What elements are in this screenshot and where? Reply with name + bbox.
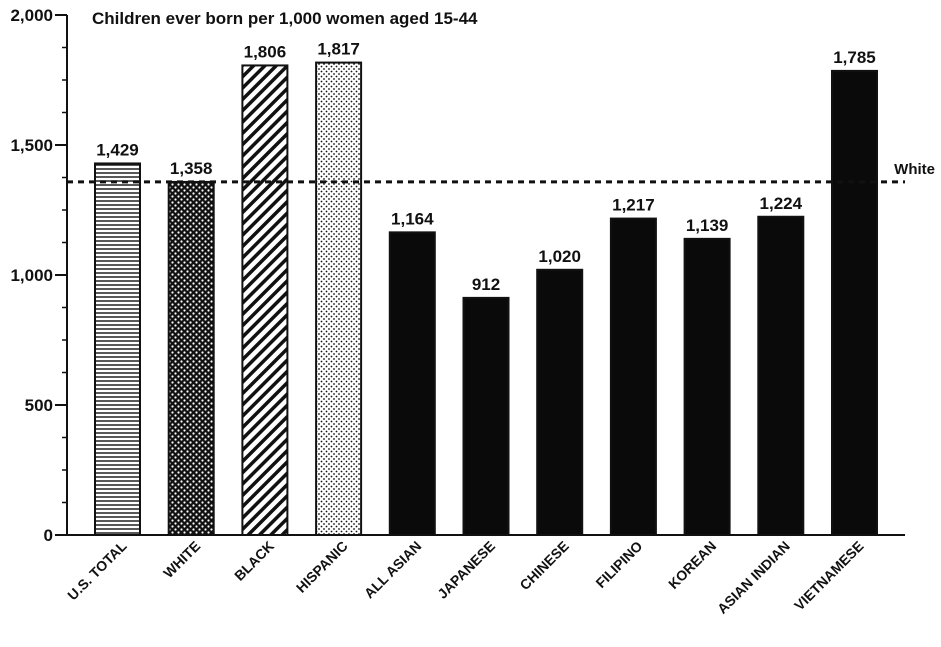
y-tick-label: 2,000	[10, 6, 53, 25]
x-label-asian-indian: ASIAN INDIAN	[714, 538, 793, 617]
x-label-hispanic: HISPANIC	[293, 538, 351, 596]
value-label-all-asian: 1,164	[391, 209, 434, 228]
y-tick-label: 1,000	[10, 266, 53, 285]
value-label-u-s-total: 1,429	[96, 140, 139, 159]
bar-white	[167, 180, 215, 536]
x-label-all-asian: ALL ASIAN	[361, 538, 425, 602]
y-tick-label: 1,500	[10, 136, 53, 155]
bar-korean	[683, 237, 731, 537]
value-label-korean: 1,139	[686, 216, 729, 235]
bar-u-s-total	[94, 162, 141, 537]
x-label-chinese: CHINESE	[517, 538, 572, 593]
reference-line-label: White	[894, 161, 935, 178]
reference-line-group: White	[67, 161, 935, 184]
chart-title: Children ever born per 1,000 women aged …	[92, 9, 478, 28]
value-label-filipino: 1,217	[612, 196, 655, 215]
y-tick-label: 500	[25, 396, 53, 415]
x-label-black: BLACK	[231, 538, 277, 584]
x-label-vietnamese: VIETNAMESE	[791, 538, 867, 614]
x-label-white: WHITE	[160, 538, 203, 581]
bars	[94, 61, 878, 537]
x-label-japanese: JAPANESE	[434, 538, 498, 602]
value-label-white: 1,358	[170, 159, 213, 178]
value-label-hispanic: 1,817	[317, 40, 360, 59]
value-labels: 1,429 1,358 1,806 1,817 1,164 912 1,020 1,217 1,…	[96, 40, 876, 294]
value-label-vietnamese: 1,785	[833, 48, 876, 67]
value-label-chinese: 1,020	[538, 247, 581, 266]
value-label-asian-indian: 1,224	[760, 194, 803, 213]
bar-asian-indian	[757, 215, 805, 536]
bar-black	[241, 64, 289, 536]
bar-filipino	[609, 217, 657, 537]
x-label-filipino: FILIPINO	[592, 538, 645, 591]
value-label-black: 1,806	[244, 42, 287, 61]
value-label-japanese: 912	[472, 275, 500, 294]
bar-hispanic	[315, 61, 363, 537]
y-tick-label: 0	[44, 526, 53, 545]
x-label-u-s-total: U.S. TOTAL	[64, 537, 130, 603]
bar-vietnamese	[831, 69, 878, 537]
x-axis-labels: U.S. TOTAL WHITE BLACK HISPANIC ALL ASIAN JAP…	[64, 537, 866, 616]
bar-japanese	[462, 296, 510, 536]
bar-chinese	[536, 268, 584, 536]
x-label-korean: KOREAN	[665, 538, 719, 592]
bar-all-asian	[388, 231, 436, 537]
